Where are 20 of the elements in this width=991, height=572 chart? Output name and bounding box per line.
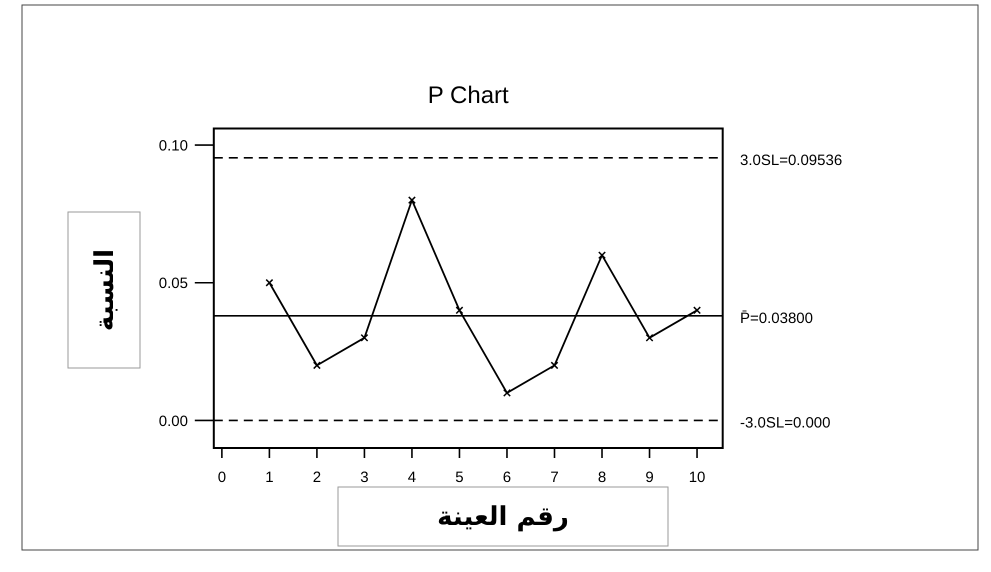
x-tick-label: 7: [550, 469, 559, 486]
y-tick-label: 0.10: [158, 138, 188, 155]
ref-line-label: -3.0SL=0.000: [740, 414, 830, 432]
x-tick-label: 3: [360, 469, 369, 486]
y-tick-label: 0.05: [158, 275, 188, 292]
x-tick-label: 2: [312, 469, 322, 486]
x-tick-label: 1: [265, 469, 274, 486]
ref-line-label: P̄=0.03800: [740, 310, 813, 327]
x-tick-label: 8: [598, 469, 606, 486]
chart-title: P Chart: [428, 82, 509, 109]
ref-line-label: 3.0SL=0.09536: [740, 152, 842, 169]
y-axis-title: النسبة: [90, 248, 120, 332]
x-axis-title: رقم العينة: [437, 502, 569, 532]
x-tick-label: 4: [408, 469, 416, 486]
x-tick-label: 6: [502, 469, 512, 486]
x-tick-label: 9: [645, 469, 654, 486]
y-tick-label: 0.00: [158, 412, 188, 430]
x-tick-label: 0: [218, 469, 226, 486]
x-tick-label: 5: [455, 469, 464, 486]
x-tick-label: 10: [688, 469, 706, 486]
